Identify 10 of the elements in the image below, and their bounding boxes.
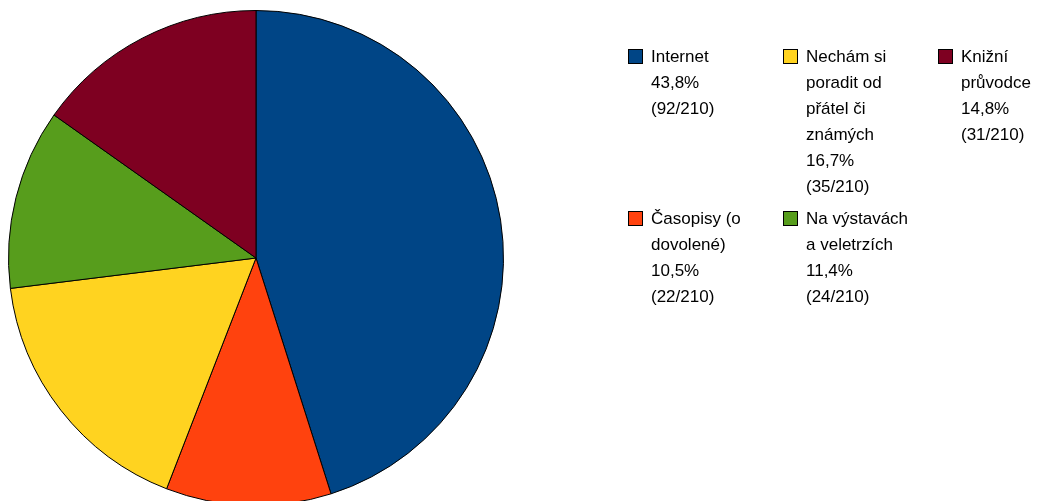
data-label: 43,8% (92/210)	[651, 73, 715, 118]
legend-label: Nechám si poradit od přátel či známých	[806, 47, 887, 144]
data-label: 11,4% (24/210)	[806, 261, 870, 306]
data-label: 14,8% (31/210)	[961, 99, 1025, 144]
data-label: 16,7% (35/210)	[806, 151, 870, 196]
legend-label: Internet	[651, 47, 709, 66]
legend-label: Knižní průvodce	[961, 47, 1031, 92]
data-label: 10,5% (22/210)	[651, 261, 715, 306]
legend-label: Časopisy (o dovolené)	[651, 209, 741, 254]
legend-label: Na výstavách a veletrzích	[806, 209, 909, 254]
